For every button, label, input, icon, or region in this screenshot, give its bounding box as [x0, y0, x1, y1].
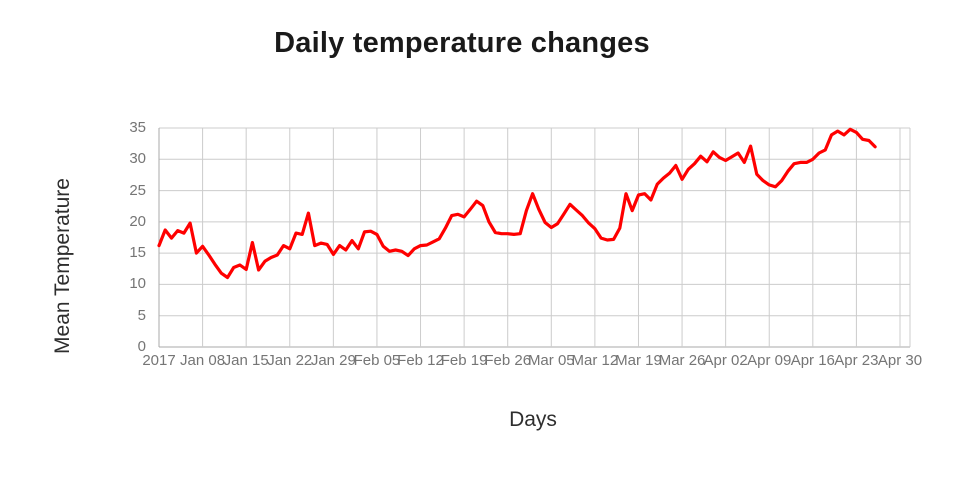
y-tick-label: 15: [129, 244, 146, 262]
x-tick-label: Feb 05: [353, 352, 401, 369]
y-tick-label: 20: [129, 212, 146, 230]
x-tick-label: 2017: [142, 352, 176, 369]
x-tick-label: Jan 08: [180, 352, 226, 369]
x-tick-label: Apr 02: [703, 352, 748, 369]
y-tick-label: 25: [129, 181, 146, 199]
x-tick-label: Mar 19: [615, 352, 662, 369]
x-tick-label: Feb 12: [397, 352, 444, 369]
y-tick-label: 5: [137, 306, 146, 324]
y-tick-label: 35: [129, 119, 146, 136]
x-tick-label: Jan 15: [223, 352, 269, 369]
x-tick-label: Mar 26: [658, 352, 706, 369]
x-tick-label: Mar 12: [571, 352, 619, 369]
x-tick-label: Jan 29: [310, 352, 356, 369]
y-tick-label: 0: [137, 338, 146, 355]
x-tick-label: Apr 23: [834, 352, 879, 369]
x-axis-title: Days: [509, 408, 557, 431]
x-tick-label: Mar 05: [527, 352, 575, 369]
chart-title: Daily temperature changes: [274, 27, 650, 59]
y-tick-label: 10: [129, 275, 146, 293]
x-tick-label: Apr 16: [790, 352, 835, 369]
x-tick-label: Feb 26: [484, 352, 532, 369]
x-tick-label: Apr 30: [877, 352, 923, 369]
mean-temperature-line: [157, 127, 877, 280]
x-tick-label: Feb 19: [440, 352, 488, 369]
x-tick-label: Jan 22: [267, 352, 313, 369]
y-tick-label: 30: [129, 150, 146, 168]
x-tick-label: Apr 09: [747, 352, 792, 369]
